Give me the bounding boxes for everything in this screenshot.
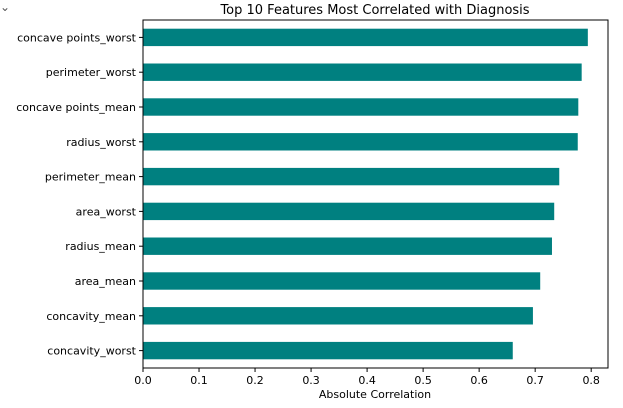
bar bbox=[143, 341, 513, 360]
bar bbox=[143, 272, 541, 290]
x-tick-label: 0.6 bbox=[470, 374, 488, 387]
x-tick-label: 0.1 bbox=[190, 374, 208, 387]
x-axis-ticks: 0.0 0.1 0.2 0.3 0.4 0.5 0.6 0.7 0.8 bbox=[134, 368, 600, 387]
x-tick-label: 0.2 bbox=[246, 374, 264, 387]
bars-group bbox=[143, 28, 588, 360]
y-tick-label: concavity_worst bbox=[47, 345, 136, 358]
bar bbox=[143, 202, 555, 221]
x-axis-label: Absolute Correlation bbox=[319, 388, 431, 401]
x-tick-label: 0.8 bbox=[582, 374, 600, 387]
plot-frame bbox=[142, 19, 609, 369]
bar bbox=[143, 28, 588, 47]
y-tick-label: perimeter_worst bbox=[46, 66, 137, 79]
x-tick-label: 0.3 bbox=[302, 374, 320, 387]
y-tick-label: perimeter_mean bbox=[45, 171, 136, 184]
x-tick-label: 0.4 bbox=[358, 374, 376, 387]
y-tick-label: concavity_mean bbox=[46, 310, 136, 323]
bar bbox=[143, 167, 560, 186]
chart-title: Top 10 Features Most Correlated with Dia… bbox=[219, 3, 529, 18]
y-tick-label: area_worst bbox=[76, 205, 137, 218]
y-tick-label: area_mean bbox=[75, 275, 136, 288]
bar bbox=[143, 98, 579, 116]
bar bbox=[143, 63, 582, 81]
bar bbox=[143, 307, 533, 325]
y-axis-ticks: concave points_worst perimeter_worstconca… bbox=[16, 31, 143, 358]
y-tick-label: concave points_worst bbox=[17, 31, 137, 44]
y-tick-label: radius_worst bbox=[66, 136, 136, 149]
bar bbox=[143, 133, 578, 151]
x-tick-label: 0.0 bbox=[134, 374, 152, 387]
bar bbox=[143, 237, 552, 255]
y-tick-label: radius_mean bbox=[65, 240, 136, 253]
x-tick-label: 0.7 bbox=[526, 374, 544, 387]
y-tick-label: concave points_mean bbox=[16, 101, 136, 114]
x-tick-label: 0.5 bbox=[414, 374, 432, 387]
corner-mark-icon: ⌄ bbox=[0, 0, 11, 14]
